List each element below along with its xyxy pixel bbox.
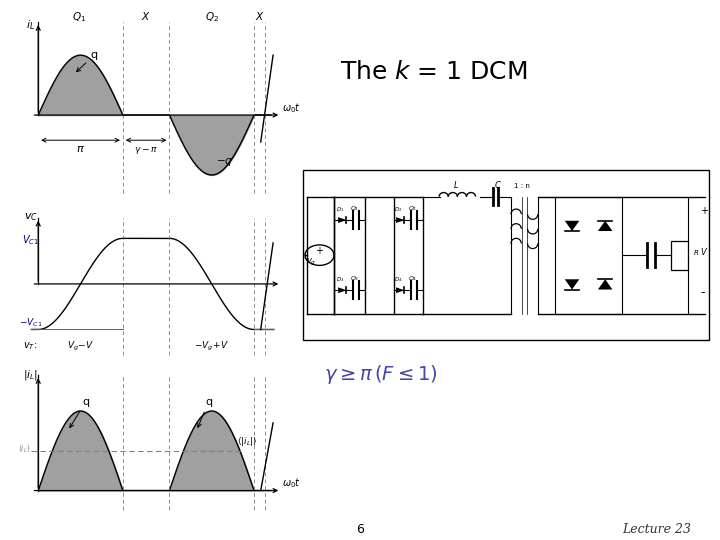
Text: $|i_L|$: $|i_L|$ [23,368,38,382]
Text: $Q_1$: $Q_1$ [350,204,359,213]
Text: $\gamma \geq \pi\,( F \leq 1 )$: $\gamma \geq \pi\,( F \leq 1 )$ [324,363,437,386]
Text: R: R [694,250,699,256]
Text: 6: 6 [356,523,364,536]
Text: q: q [76,50,98,72]
Text: The $k$ = 1 DCM: The $k$ = 1 DCM [340,59,528,84]
Polygon shape [598,279,613,289]
Text: +: + [701,206,708,216]
Text: 1 : n: 1 : n [514,183,531,189]
Text: $D_3$: $D_3$ [336,275,344,285]
Text: q: q [197,396,212,427]
Text: +: + [315,246,323,256]
Polygon shape [564,221,580,231]
Text: $Q_3$: $Q_3$ [350,274,359,283]
Polygon shape [598,221,613,231]
Text: $X$: $X$ [255,10,264,22]
Polygon shape [338,217,346,223]
Text: $v_g$: $v_g$ [306,258,317,268]
Text: C: C [495,181,500,190]
Text: $\omega_0 t$: $\omega_0 t$ [282,102,301,115]
Text: $\pi$: $\pi$ [76,144,85,154]
Text: $D_2$: $D_2$ [394,205,402,214]
Text: V: V [701,248,706,257]
Text: $Q_4$: $Q_4$ [408,274,418,283]
Text: L: L [454,181,459,190]
Text: $\langle|i_L|\rangle$: $\langle|i_L|\rangle$ [237,435,258,448]
Text: -: - [701,286,705,299]
Text: $V_{C1}$: $V_{C1}$ [22,233,39,247]
Text: $V_g\!-\!V$: $V_g\!-\!V$ [67,340,94,353]
Text: $D_1$: $D_1$ [336,205,344,214]
Polygon shape [396,217,405,223]
Text: $-V_g\!+\!V$: $-V_g\!+\!V$ [194,340,229,353]
Text: Lecture 23: Lecture 23 [622,523,691,536]
Text: $Q_2$: $Q_2$ [204,10,219,24]
Text: $X$: $X$ [141,10,151,22]
Text: $\langle i_L\rangle$: $\langle i_L\rangle$ [18,442,31,454]
Text: $D_4$: $D_4$ [394,275,402,285]
Bar [671,240,688,270]
Text: $-V_{C1}$: $-V_{C1}$ [19,317,42,329]
Polygon shape [396,287,405,293]
Polygon shape [338,287,346,293]
Polygon shape [564,279,580,289]
Text: $v_T\!:$: $v_T\!:$ [23,341,38,353]
Text: $Q_1$: $Q_1$ [72,10,86,24]
Text: $v_C$: $v_C$ [24,211,37,223]
Text: $-q$: $-q$ [216,156,233,168]
Text: $Q_2$: $Q_2$ [408,204,418,213]
Text: $\omega_0 t$: $\omega_0 t$ [282,476,301,490]
Text: q: q [70,396,89,428]
Text: $i_L$: $i_L$ [26,18,35,32]
Text: $\gamma-\pi$: $\gamma-\pi$ [134,145,158,156]
